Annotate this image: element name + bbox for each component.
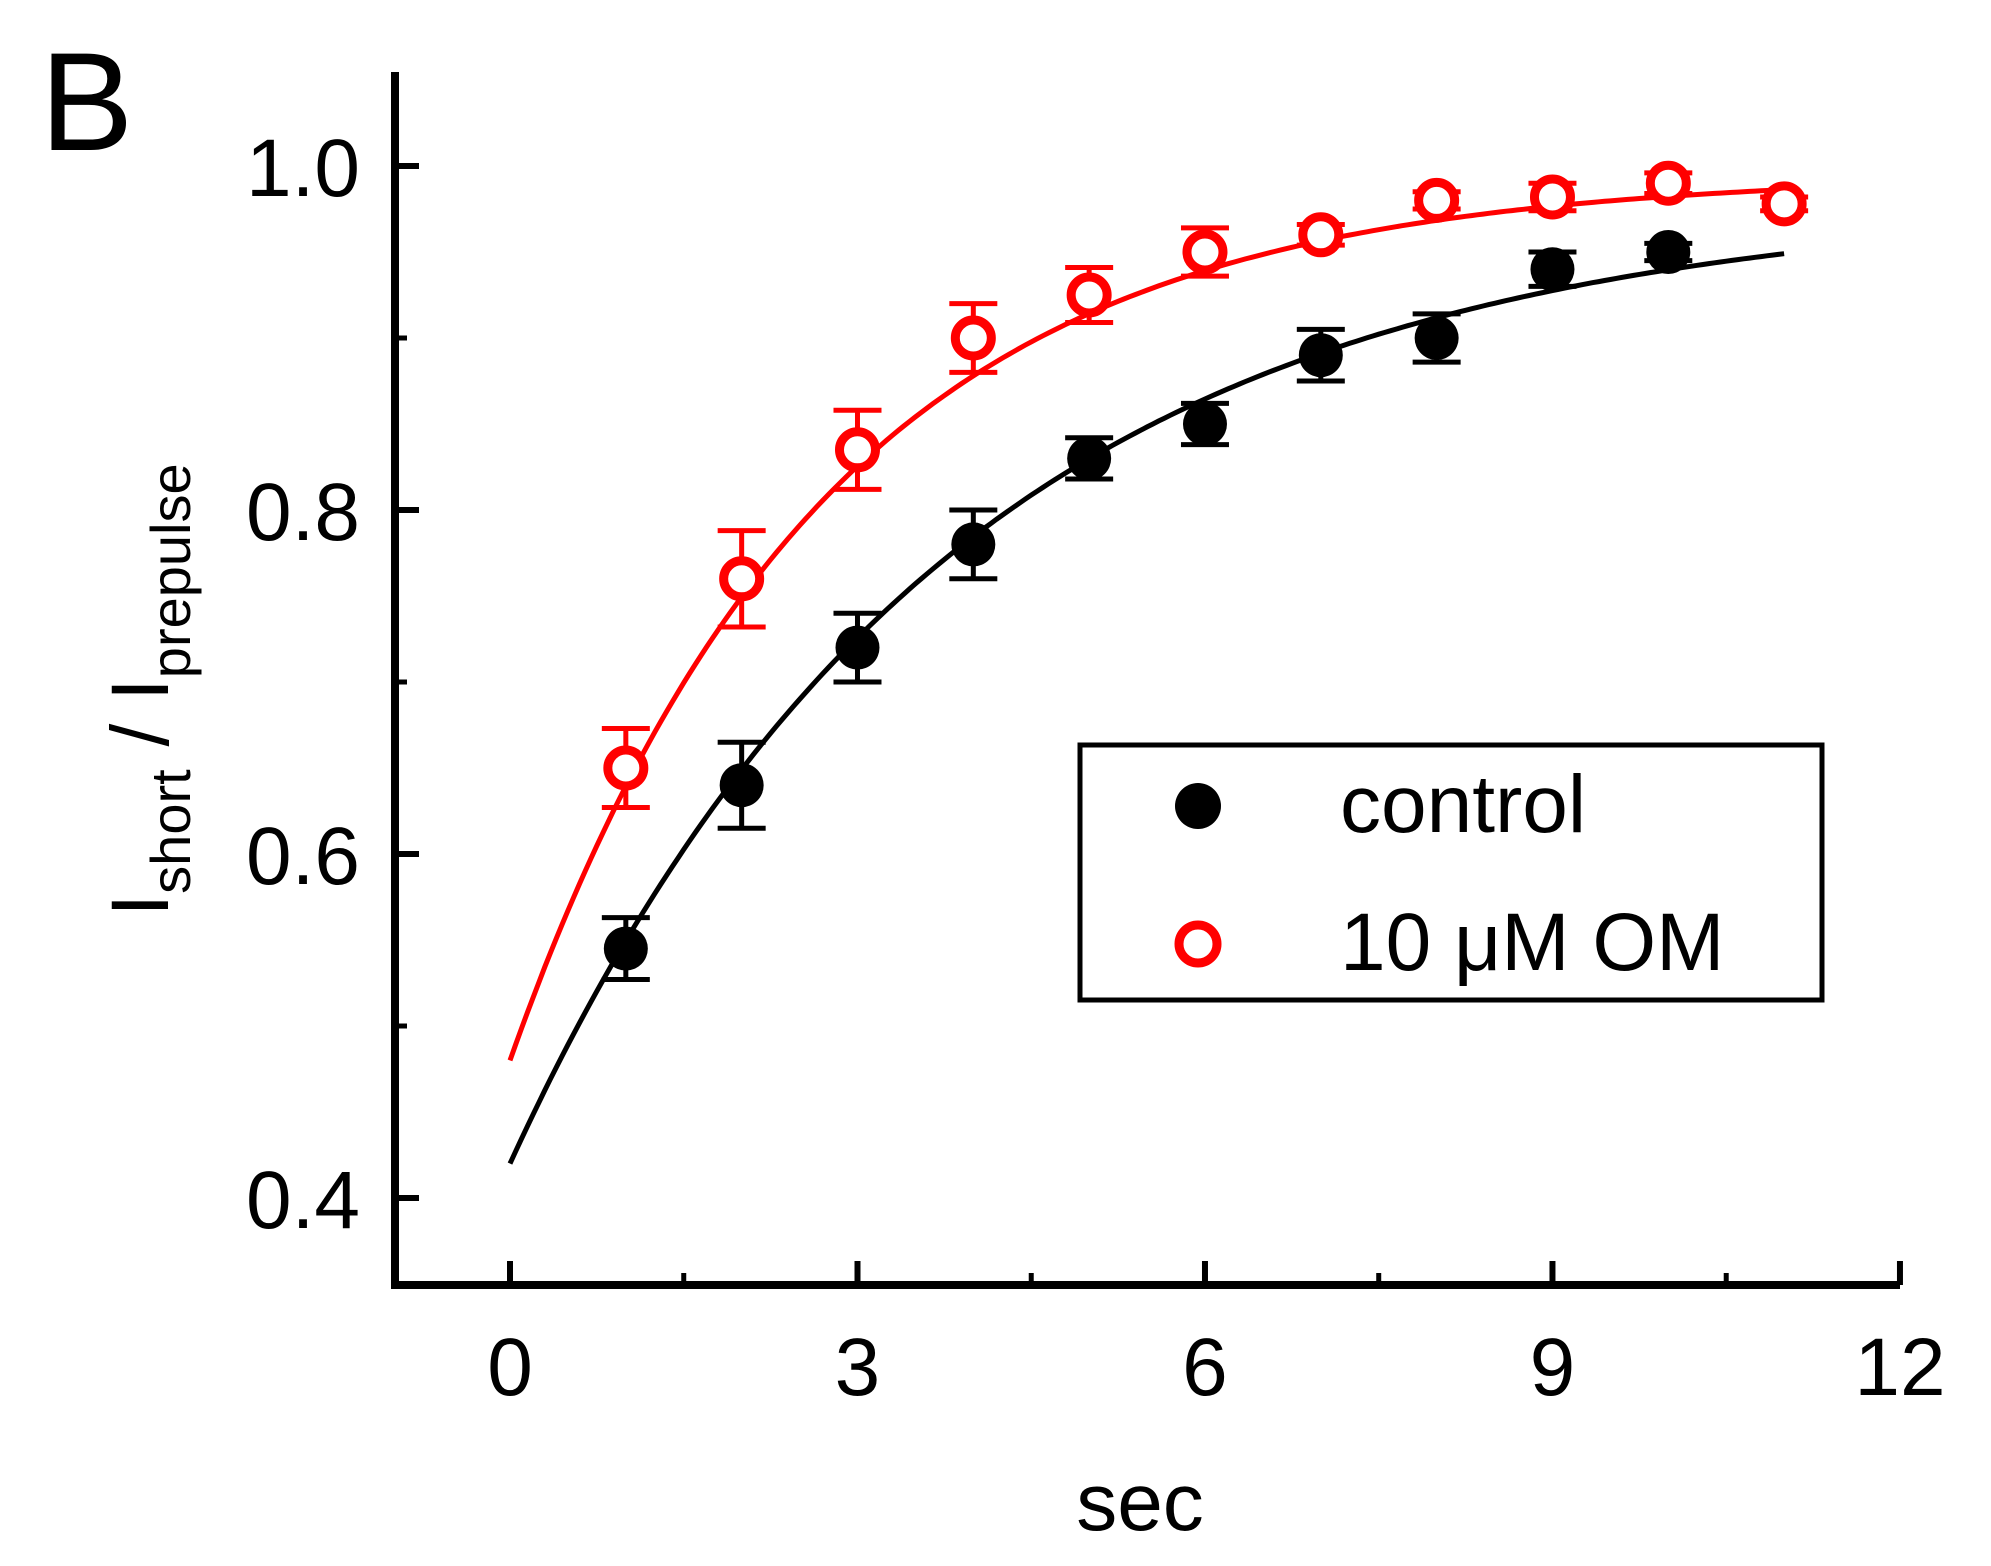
x-tick-label-0: 0 (487, 1322, 533, 1413)
panel-label: B (40, 23, 133, 180)
data-point (1414, 177, 1460, 223)
fit-curves (507, 187, 1785, 1165)
data-point (719, 763, 764, 808)
y-axis-title-sep: / (95, 701, 186, 769)
x-tick-label-12: 12 (1854, 1322, 1945, 1413)
axis-ticks (395, 163, 1903, 1285)
data-point (1761, 181, 1807, 227)
data-point (1067, 436, 1112, 481)
data-point (1530, 247, 1575, 292)
data-point (950, 315, 996, 361)
data-point (1529, 174, 1575, 220)
data-point (1182, 229, 1228, 275)
data-point (951, 522, 996, 567)
y-axis-title-sub2: prepulse (139, 463, 202, 678)
y-tick-label-1: 1.0 (246, 123, 360, 214)
y-axis-title: Ishort / Iprepulse (95, 463, 202, 916)
data-points (603, 160, 1807, 971)
data-point (1414, 316, 1459, 360)
legend-label-om: 10 μM OM (1340, 897, 1724, 988)
legend-label-control: control (1340, 759, 1586, 850)
fit-curve-0 (507, 251, 1785, 1165)
y-tick-label-0.8: 0.8 (246, 467, 360, 558)
legend-marker-control (1175, 783, 1221, 829)
legend: control 10 μM OM (1077, 742, 1825, 1003)
data-point (1646, 230, 1691, 274)
y-tick-label-0.4: 0.4 (246, 1155, 360, 1246)
x-tick-label-3: 3 (835, 1322, 881, 1413)
data-point (835, 625, 880, 670)
data-point (603, 926, 648, 971)
x-tick-label-9: 9 (1530, 1322, 1576, 1413)
data-point (1645, 160, 1691, 206)
data-point (1066, 272, 1112, 318)
x-axis-title: sec (1076, 1457, 1204, 1548)
y-axis-title-i1: I (95, 894, 186, 917)
data-point (1182, 402, 1227, 446)
data-point (719, 556, 765, 602)
data-point (1298, 212, 1344, 258)
tick-labels: 0 3 6 9 12 0.4 0.6 0.8 1.0 (246, 123, 1946, 1413)
y-axis-title-sub1: short (139, 769, 202, 894)
y-tick-label-0.6: 0.6 (246, 811, 360, 902)
x-tick-label-6: 6 (1182, 1322, 1228, 1413)
data-point (834, 427, 880, 473)
data-point (603, 745, 649, 791)
axes: 0 3 6 9 12 0.4 0.6 0.8 1.0 (246, 72, 1946, 1413)
legend-marker-om (1174, 920, 1222, 968)
data-point (1298, 333, 1343, 378)
y-axis-title-i2: I (95, 678, 186, 701)
